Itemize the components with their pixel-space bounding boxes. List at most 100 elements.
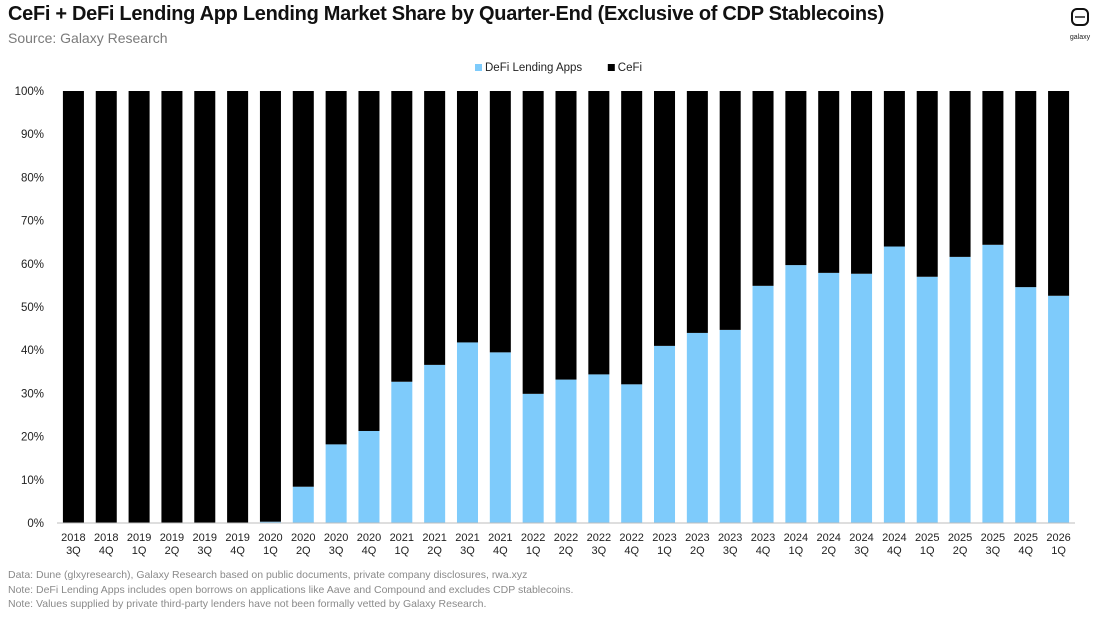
- bar-defi: [719, 329, 741, 523]
- x-tick-quarter: 1Q: [132, 545, 147, 557]
- x-tick-year: 2020: [258, 532, 282, 544]
- bar-cefi: [949, 91, 971, 257]
- bar-cefi: [391, 91, 413, 382]
- galaxy-logo-icon: [1071, 8, 1089, 26]
- x-tick-quarter: 3Q: [329, 545, 344, 557]
- bar-cefi: [916, 91, 938, 277]
- x-tick-year: 2024: [882, 532, 906, 544]
- x-tick-year: 2022: [554, 532, 578, 544]
- x-tick-year: 2021: [488, 532, 512, 544]
- x-tick-quarter: 1Q: [789, 545, 804, 557]
- bar-cefi: [883, 91, 905, 247]
- x-tick-year: 2023: [652, 532, 676, 544]
- x-tick-year: 2025: [1013, 532, 1037, 544]
- bar-cefi: [982, 91, 1004, 245]
- x-tick-year: 2021: [390, 532, 414, 544]
- bar-defi: [588, 374, 610, 523]
- bar-cefi: [95, 91, 117, 523]
- bar-defi: [325, 444, 347, 523]
- x-tick-year: 2019: [127, 532, 151, 544]
- x-tick-quarter: 3Q: [66, 545, 81, 557]
- bar-cefi: [785, 91, 807, 266]
- x-tick-year: 2022: [521, 532, 545, 544]
- galaxy-logo: galaxy: [1062, 6, 1098, 41]
- chart-title: CeFi + DeFi Lending App Lending Market S…: [8, 3, 884, 25]
- legend-swatch-1: [607, 64, 615, 71]
- bar-defi: [358, 430, 380, 523]
- legend-label-1: CeFi: [618, 62, 642, 74]
- x-tick-quarter: 2Q: [821, 545, 836, 557]
- footer-data-source: Data: Dune (glxyresearch), Galaxy Resear…: [8, 569, 528, 581]
- bar-cefi: [259, 91, 281, 522]
- bar-cefi: [456, 91, 478, 343]
- x-tick-year: 2025: [915, 532, 939, 544]
- x-tick-year: 2021: [422, 532, 446, 544]
- stacked-bar-chart: DeFi Lending Apps CeFi 0% 10% 20% 30% 40% 50% 60…: [15, 62, 1075, 557]
- x-tick-quarter: 4Q: [887, 545, 902, 557]
- y-tick-label: 60%: [21, 259, 44, 271]
- x-tick-year: 2021: [455, 532, 479, 544]
- bar-cefi: [292, 91, 314, 487]
- x-tick-quarter: 4Q: [362, 545, 377, 557]
- x-tick-year: 2024: [849, 532, 873, 544]
- chart-subtitle: Source: Galaxy Research: [8, 30, 168, 46]
- x-tick-quarter: 3Q: [723, 545, 738, 557]
- bar-defi: [1048, 295, 1070, 523]
- bar-cefi: [588, 91, 610, 375]
- x-tick-quarter: 4Q: [99, 545, 114, 557]
- bar-defi: [522, 393, 544, 523]
- x-tick-quarter: 3Q: [986, 545, 1001, 557]
- bar-cefi: [818, 91, 840, 273]
- bar-defi: [982, 244, 1004, 524]
- x-tick-year: 2024: [816, 532, 840, 544]
- bar-defi: [818, 272, 840, 523]
- x-tick-year: 2018: [61, 532, 85, 544]
- x-tick-year: 2024: [784, 532, 808, 544]
- x-tick-quarter: 4Q: [624, 545, 639, 557]
- y-tick-label: 40%: [21, 345, 44, 357]
- x-tick-year: 2023: [685, 532, 709, 544]
- x-tick-quarter: 2Q: [427, 545, 442, 557]
- x-tick-year: 2026: [1046, 532, 1070, 544]
- bar-cefi: [489, 91, 511, 353]
- bar-cefi: [752, 91, 774, 286]
- bar-cefi: [128, 91, 150, 523]
- footer-note-vetting: Note: Values supplied by private third-p…: [8, 598, 487, 610]
- x-tick-quarter: 2Q: [165, 545, 180, 557]
- x-tick-quarter: 1Q: [1051, 545, 1066, 557]
- bar-cefi: [358, 91, 380, 431]
- bar-defi: [1015, 287, 1037, 523]
- x-tick-quarter: 4Q: [493, 545, 508, 557]
- y-tick-label: 50%: [21, 302, 44, 314]
- x-tick-quarter: 4Q: [756, 545, 771, 557]
- bar-defi: [654, 345, 676, 523]
- legend-label-0: DeFi Lending Apps: [485, 62, 582, 74]
- y-tick-label: 80%: [21, 172, 44, 184]
- bar-defi: [391, 381, 413, 523]
- x-tick-quarter: 3Q: [591, 545, 606, 557]
- bar-defi: [424, 364, 446, 523]
- x-tick-quarter: 2Q: [296, 545, 311, 557]
- x-tick-quarter: 2Q: [953, 545, 968, 557]
- x-tick-year: 2025: [948, 532, 972, 544]
- x-tick-year: 2022: [587, 532, 611, 544]
- bar-defi: [292, 486, 314, 523]
- bar-defi: [851, 273, 873, 523]
- x-tick-year: 2019: [225, 532, 249, 544]
- x-tick-quarter: 3Q: [460, 545, 475, 557]
- bar-defi: [686, 332, 708, 523]
- bar-defi: [621, 384, 643, 523]
- bar-cefi: [227, 91, 249, 523]
- bar-cefi: [686, 91, 708, 333]
- bar-cefi: [194, 91, 216, 523]
- bar-defi: [916, 276, 938, 523]
- x-tick-year: 2019: [193, 532, 217, 544]
- x-tick-quarter: 3Q: [197, 545, 212, 557]
- bar-cefi: [522, 91, 544, 394]
- galaxy-logo-text: galaxy: [1069, 34, 1091, 41]
- x-tick-quarter: 2Q: [690, 545, 705, 557]
- x-tick-year: 2020: [357, 532, 381, 544]
- bar-cefi: [325, 91, 347, 445]
- y-tick-label: 20%: [21, 432, 44, 444]
- bar-defi: [456, 342, 478, 523]
